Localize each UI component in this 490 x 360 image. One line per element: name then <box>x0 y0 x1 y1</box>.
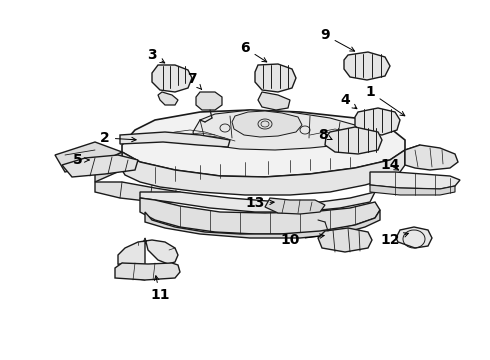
Polygon shape <box>193 110 365 150</box>
Polygon shape <box>370 185 455 195</box>
Polygon shape <box>405 145 420 165</box>
Text: 2: 2 <box>100 131 136 145</box>
Text: 9: 9 <box>320 28 355 51</box>
Polygon shape <box>140 192 375 212</box>
Text: 12: 12 <box>380 233 408 247</box>
Polygon shape <box>396 227 432 248</box>
Polygon shape <box>405 145 458 170</box>
Polygon shape <box>122 110 405 177</box>
Polygon shape <box>122 150 405 195</box>
Text: 4: 4 <box>340 93 357 109</box>
Text: 11: 11 <box>150 276 170 302</box>
Text: 1: 1 <box>365 85 405 116</box>
Polygon shape <box>120 132 230 147</box>
Polygon shape <box>115 263 180 280</box>
Polygon shape <box>95 182 185 202</box>
Text: 10: 10 <box>280 233 324 247</box>
Polygon shape <box>158 92 178 105</box>
Polygon shape <box>344 52 390 80</box>
Text: 7: 7 <box>187 72 201 89</box>
Polygon shape <box>232 111 302 137</box>
Polygon shape <box>62 155 138 177</box>
Polygon shape <box>152 65 192 92</box>
Polygon shape <box>265 198 325 214</box>
Polygon shape <box>196 92 222 110</box>
Polygon shape <box>355 108 400 135</box>
Polygon shape <box>325 127 382 154</box>
Polygon shape <box>258 92 290 110</box>
Polygon shape <box>55 142 122 172</box>
Text: 5: 5 <box>73 153 89 167</box>
Polygon shape <box>95 152 122 182</box>
Text: 8: 8 <box>318 128 332 142</box>
Text: 3: 3 <box>147 48 165 63</box>
Text: 6: 6 <box>240 41 267 62</box>
Polygon shape <box>145 210 380 238</box>
Polygon shape <box>140 198 380 234</box>
Polygon shape <box>118 238 178 280</box>
Text: 13: 13 <box>245 196 274 210</box>
Polygon shape <box>370 172 460 189</box>
Polygon shape <box>255 64 296 92</box>
Text: 14: 14 <box>380 158 400 172</box>
Polygon shape <box>318 228 372 252</box>
